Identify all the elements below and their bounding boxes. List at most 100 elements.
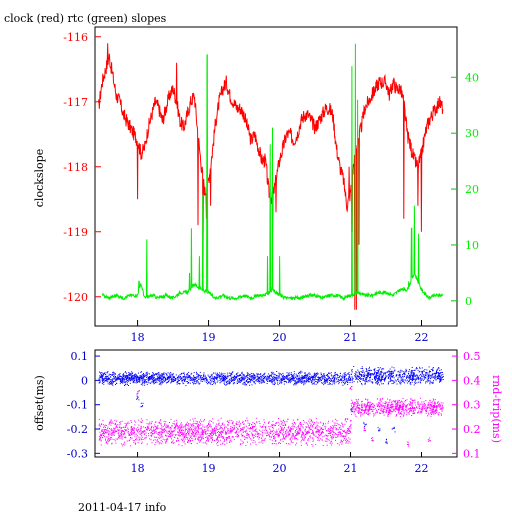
scatter-point — [109, 421, 111, 423]
scatter-point — [238, 422, 240, 423]
scatter-point — [387, 383, 389, 385]
scatter-point — [274, 424, 276, 426]
scatter-point — [352, 378, 354, 380]
scatter-point — [122, 377, 124, 379]
scatter-point — [432, 409, 434, 411]
scatter-point — [382, 383, 384, 385]
scatter-point — [322, 375, 324, 377]
scatter-point — [103, 378, 105, 380]
scatter-point — [421, 376, 423, 378]
scatter-point — [305, 422, 307, 424]
scatter-point — [376, 374, 378, 376]
scatter-point — [197, 381, 199, 383]
scatter-point — [213, 376, 215, 378]
scatter-point — [197, 421, 198, 423]
scatter-point — [362, 374, 364, 376]
scatter-point — [154, 432, 156, 434]
scatter-point — [385, 377, 387, 378]
scatter-point — [355, 378, 357, 380]
scatter-point — [243, 384, 245, 386]
scatter-point — [198, 425, 200, 427]
scatter-point — [202, 430, 204, 432]
scatter-point — [122, 436, 124, 438]
scatter-point — [419, 397, 421, 399]
scatter-point — [127, 421, 129, 423]
scatter-point — [367, 380, 369, 381]
scatter-point — [265, 428, 267, 430]
scatter-point — [177, 425, 178, 427]
scatter-point — [270, 374, 271, 376]
scatter-point — [389, 407, 391, 409]
scatter-point — [268, 377, 270, 379]
scatter-point — [158, 431, 160, 433]
scatter-point — [315, 435, 317, 437]
scatter-point — [176, 422, 178, 424]
scatter-point — [130, 427, 132, 429]
scatter-point — [302, 431, 304, 433]
scatter-point — [398, 374, 400, 375]
scatter-point — [411, 381, 413, 383]
scatter-point — [205, 378, 207, 379]
scatter-point — [135, 377, 137, 379]
scatter-point — [384, 401, 386, 403]
scatter-point — [120, 443, 122, 445]
scatter-point — [215, 383, 216, 385]
scatter-point — [126, 424, 127, 426]
scatter-point — [168, 430, 170, 432]
scatter-point — [224, 381, 226, 383]
scatter-point — [361, 383, 363, 384]
scatter-point — [297, 382, 299, 384]
scatter-point — [217, 375, 218, 377]
scatter-point — [258, 438, 260, 440]
scatter-point — [168, 434, 170, 435]
scatter-point — [293, 375, 295, 377]
scatter-point — [165, 421, 167, 423]
scatter-point — [306, 380, 308, 382]
scatter-point — [334, 372, 336, 374]
scatter-point — [180, 435, 181, 437]
scatter-point — [178, 444, 180, 446]
scatter-point — [426, 408, 428, 410]
scatter-point — [172, 443, 174, 445]
scatter-point — [106, 436, 108, 438]
scatter-point — [364, 404, 366, 406]
scatter-point — [408, 375, 410, 377]
top-y-tick-label: -120 — [63, 291, 88, 304]
scatter-point — [183, 429, 185, 431]
scatter-point — [428, 379, 430, 381]
scatter-point — [134, 436, 136, 438]
scatter-point — [148, 433, 149, 435]
scatter-point — [370, 408, 372, 410]
scatter-point — [424, 374, 426, 376]
scatter-point — [167, 377, 169, 379]
scatter-point — [201, 430, 203, 432]
scatter-point — [296, 429, 298, 430]
scatter-point — [273, 437, 274, 439]
scatter-point — [390, 371, 392, 372]
scatter-point — [289, 373, 291, 375]
scatter-point — [185, 423, 187, 425]
scatter-point — [275, 432, 277, 434]
scatter-point — [103, 431, 105, 433]
scatter-point — [221, 380, 223, 382]
scatter-point — [125, 437, 127, 439]
scatter-point — [232, 429, 234, 431]
scatter-point — [159, 420, 161, 422]
scatter-point — [204, 437, 206, 439]
scatter-point — [406, 375, 408, 377]
scatter-point — [173, 373, 175, 375]
scatter-point — [419, 404, 420, 406]
scatter-point — [421, 412, 423, 414]
scatter-point — [115, 376, 117, 378]
scatter-point — [106, 379, 108, 381]
scatter-point — [399, 409, 400, 410]
scatter-point — [435, 410, 437, 412]
scatter-point — [380, 399, 382, 401]
scatter-point — [277, 434, 279, 436]
scatter-point — [369, 404, 371, 406]
scatter-point — [344, 374, 346, 376]
scatter-point — [276, 429, 278, 431]
scatter-point — [363, 375, 365, 377]
scatter-point — [287, 418, 289, 420]
scatter-point — [187, 378, 189, 380]
